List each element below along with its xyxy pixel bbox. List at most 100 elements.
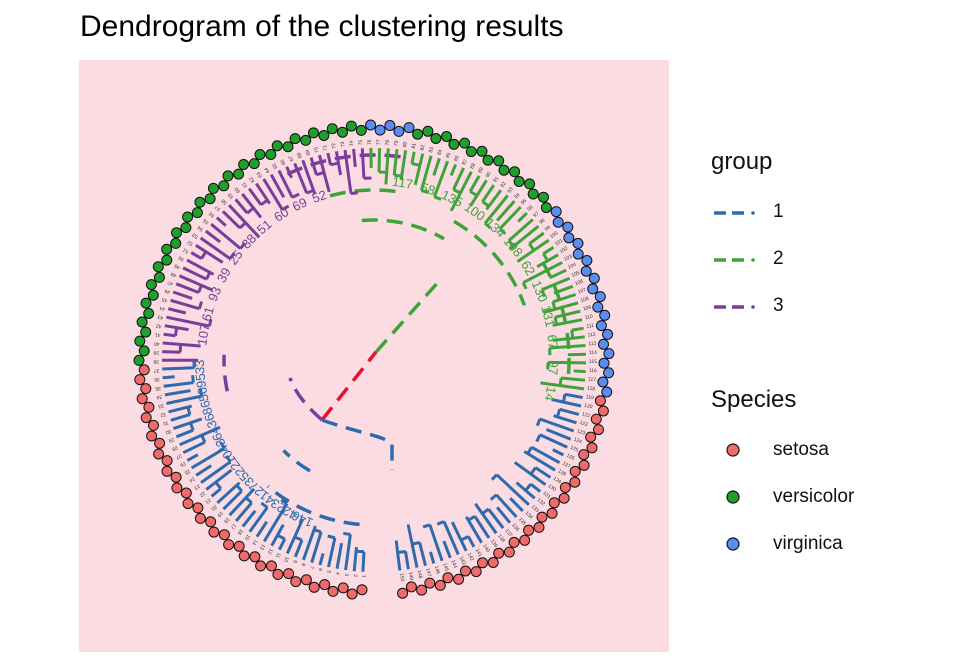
leaf-branch <box>552 335 585 342</box>
leaf-tip <box>523 524 535 536</box>
leaf-tip <box>218 180 230 192</box>
leaf-label: 86 <box>453 155 461 163</box>
leaf-tip <box>598 338 609 350</box>
leaf-tip <box>223 539 235 551</box>
leaf-label: 137 <box>503 528 513 538</box>
leaf-label: 21 <box>204 497 212 505</box>
leaf-branch <box>536 253 559 269</box>
leaf-label: 49 <box>173 262 181 270</box>
leaf-label: 40 <box>154 340 160 346</box>
leaf-branch <box>164 389 191 397</box>
leaf-label: 91 <box>492 176 500 184</box>
leaf-label: 70 <box>313 146 320 153</box>
group-legend-label-2: 2 <box>773 248 784 269</box>
leaf-tip <box>424 577 436 589</box>
leaf-branch-join <box>436 520 445 526</box>
leaf-branch <box>384 148 390 185</box>
leaf-label: 150 <box>398 573 405 582</box>
leaf-tip <box>161 465 173 477</box>
leaf-label: 74 <box>349 140 356 146</box>
leaf-branch <box>495 473 530 506</box>
leaf-branch <box>530 445 561 465</box>
leaf-branch <box>162 341 201 348</box>
leaf-branch <box>564 392 583 399</box>
leaf-tip <box>594 395 606 407</box>
group2-node-label: 58 <box>419 179 437 198</box>
leaf-branch <box>343 149 353 194</box>
leaf-label: 66 <box>279 158 287 166</box>
leaf-label: 113 <box>588 341 597 348</box>
group1-inner-arc-2 <box>282 449 311 473</box>
leaf-tip <box>161 243 173 255</box>
leaf-tip <box>580 265 592 277</box>
leaf-tip <box>238 159 250 170</box>
leaf-branch <box>210 487 222 498</box>
leaf-branch <box>487 508 505 530</box>
leaf-branch <box>270 523 285 547</box>
leaf-branch <box>406 524 419 568</box>
group3-node-label: 61 <box>199 305 217 323</box>
species-legend-label-virginica: virginica <box>773 533 843 554</box>
leaf-tip <box>290 576 302 588</box>
leaf-tip <box>562 221 574 233</box>
leaf-tip <box>585 431 597 443</box>
leaf-tip <box>599 309 611 321</box>
leaf-branch <box>228 204 261 239</box>
group3-inner-arc-2 <box>222 354 230 392</box>
leaf-tip <box>498 164 510 176</box>
leaf-label: 24 <box>188 475 196 483</box>
leaf-branch <box>195 464 213 477</box>
leaf-tip <box>182 498 194 510</box>
group-legend-key-dot <box>751 305 755 309</box>
leaf-tip <box>384 120 396 131</box>
leaf-branch <box>534 466 552 479</box>
leaf-branch <box>216 481 241 505</box>
leaf-tip <box>595 320 607 332</box>
leaf-label: 125 <box>569 445 579 454</box>
leaf-label: 76 <box>367 139 373 145</box>
leaf-tip <box>337 126 348 138</box>
leaf-tip <box>318 130 330 141</box>
leaf-branch <box>318 553 325 566</box>
leaf-branch <box>293 539 304 558</box>
leaf-branch-join <box>280 498 288 505</box>
leaf-branch-join <box>208 318 213 327</box>
leaf-tip <box>405 581 417 593</box>
leaf-branch-join <box>198 388 204 397</box>
leaf-tip <box>140 297 152 309</box>
leaf-branch <box>352 148 357 168</box>
leaf-tip <box>249 551 261 563</box>
leaf-tip <box>563 232 575 244</box>
leaf-label: 134 <box>523 510 533 520</box>
leaf-tip <box>192 502 204 514</box>
group3-node-label: 52 <box>310 187 328 206</box>
leaf-label: 77 <box>376 139 382 145</box>
leaf-label: 1 <box>361 575 367 578</box>
leaf-branch <box>310 531 323 564</box>
leaf-branch <box>167 307 187 315</box>
leaf-branch <box>515 481 536 500</box>
leaf-label: 120 <box>583 403 593 411</box>
leaf-branch-join <box>422 523 431 529</box>
leaf-branch <box>248 506 269 533</box>
group2-node-label: 97 <box>545 360 561 375</box>
leaf-label: 108 <box>580 296 590 304</box>
leaf-label: 148 <box>416 570 424 580</box>
group1-node-label: 64 <box>206 424 226 443</box>
leaf-tip <box>337 582 349 594</box>
leaf-tip <box>182 211 194 223</box>
leaf-tip <box>601 386 613 398</box>
leaf-labels: 1234567891011121314151617181920212223242… <box>153 139 597 582</box>
leaf-label: 117 <box>588 377 597 384</box>
species-legend-label-versicolor: versicolor <box>773 486 855 507</box>
leaf-branch <box>222 489 243 511</box>
leaf-branch <box>509 497 524 513</box>
group3-node-label: 93 <box>205 284 224 303</box>
leaf-branch-join <box>239 242 247 250</box>
leaf-label: 12 <box>266 547 274 555</box>
leaf-branch <box>162 366 195 371</box>
leaf-tip <box>393 125 405 137</box>
leaf-tip <box>460 565 471 577</box>
leaf-label: 3 <box>343 573 349 577</box>
leaf-tip <box>572 237 584 249</box>
